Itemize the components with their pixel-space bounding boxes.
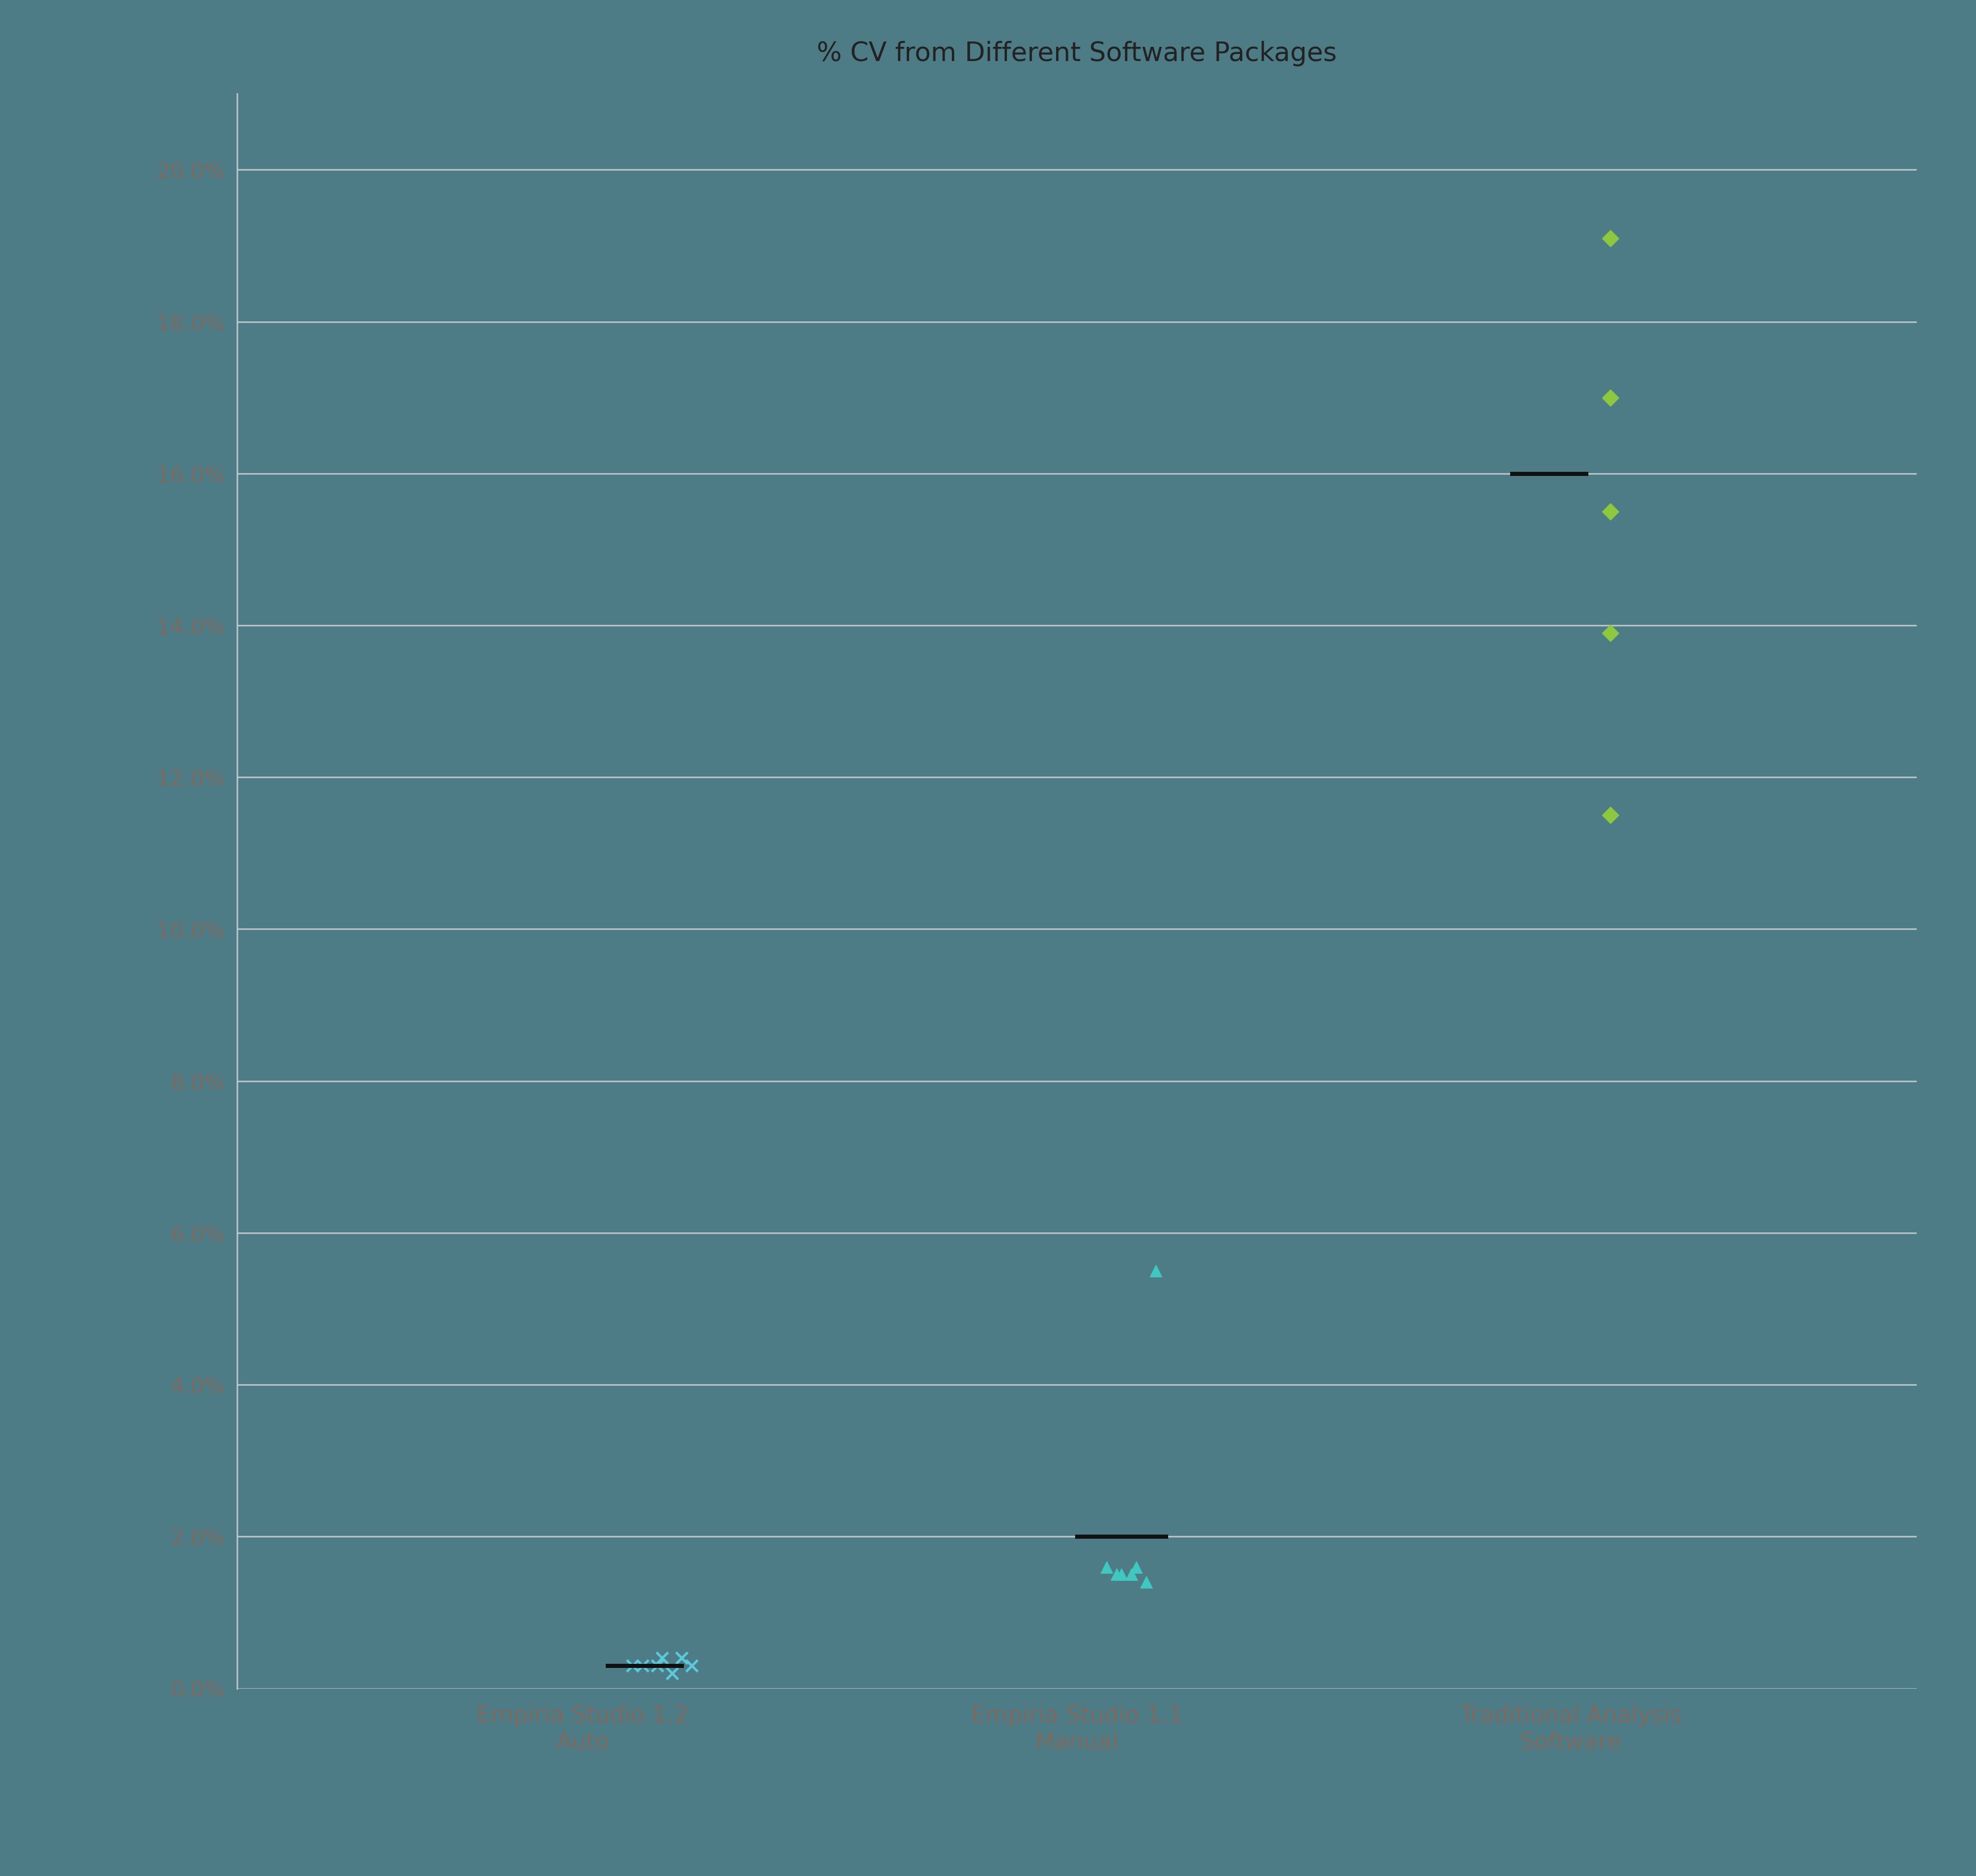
Point <box>640 1651 672 1681</box>
Point <box>1595 497 1626 527</box>
Point <box>646 1643 678 1673</box>
Point <box>1101 1559 1132 1589</box>
Point <box>666 1643 698 1673</box>
Title: % CV from Different Software Packages: % CV from Different Software Packages <box>816 41 1338 66</box>
Point <box>1130 1566 1162 1596</box>
Point <box>656 1658 688 1688</box>
Point <box>1595 383 1626 413</box>
Point <box>1595 617 1626 647</box>
Point <box>1120 1551 1152 1581</box>
Point <box>1091 1551 1122 1581</box>
Point <box>626 1651 658 1681</box>
Point <box>1114 1559 1146 1589</box>
Point <box>617 1651 648 1681</box>
Point <box>1105 1559 1136 1589</box>
Point <box>676 1651 707 1681</box>
Point <box>1595 801 1626 831</box>
Point <box>1140 1255 1172 1285</box>
Point <box>1595 223 1626 253</box>
